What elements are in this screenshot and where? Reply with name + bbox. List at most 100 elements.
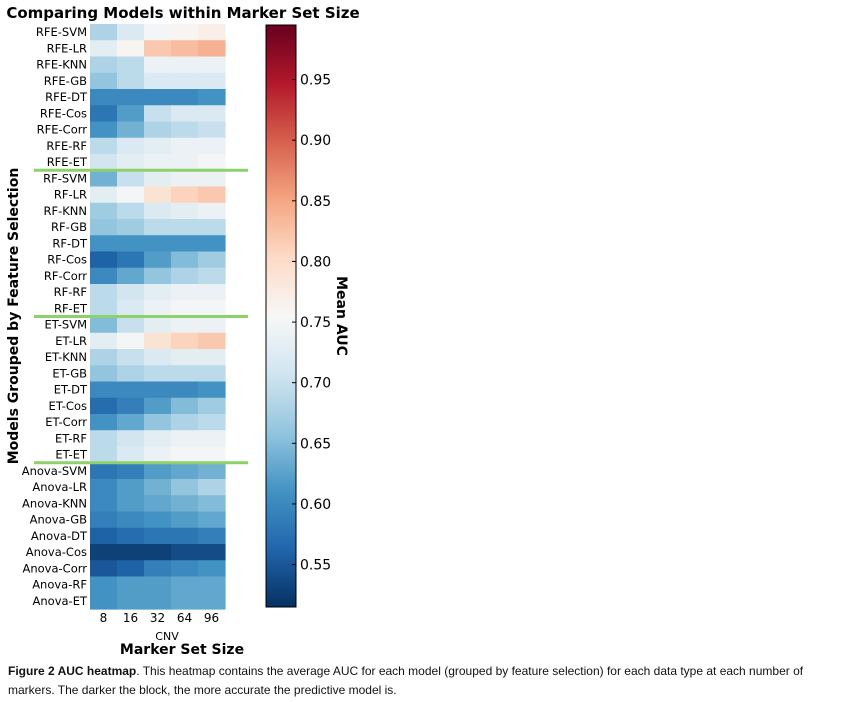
row-label: Anova-KNN [22,496,87,510]
row-label: RF-LR [54,188,87,202]
heatmap-cell [198,202,226,220]
heatmap-cell [90,56,118,74]
heatmap-cell [90,24,118,41]
heatmap-cell [144,267,172,285]
colorbar-tick-label: 0.55 [300,558,331,574]
heatmap-cell [144,56,172,74]
row-label: ET-KNN [45,350,87,364]
row-label: ET-DT [54,383,88,397]
heatmap-cell [144,495,172,513]
heatmap-cell [198,154,226,171]
heatmap-cell [90,202,118,220]
heatmap-cell [198,527,226,545]
heatmap-cell [90,154,118,171]
row-label: RF-GB [51,220,87,234]
heatmap-cell [90,186,118,204]
heatmap-cell [198,576,226,594]
row-label: Anova-LR [32,480,87,494]
row-label: Anova-RF [32,578,87,592]
heatmap-cell [198,544,226,561]
heatmap-cell [198,592,226,610]
heatmap-cell [144,300,172,318]
heatmap-cell [171,105,199,123]
heatmap-cell [144,332,172,350]
heatmap-cell [90,332,118,350]
x-axis-label: Marker Set Size [120,642,244,655]
heatmap-cell [117,349,145,366]
row-label: RFE-KNN [36,58,87,72]
heatmap-cell [144,446,172,464]
row-label: RF-DT [52,236,88,250]
heatmap-cell [90,170,118,188]
heatmap-cell [171,154,199,171]
heatmap-cell [90,89,118,106]
colorbar-tick-label: 0.75 [300,315,331,331]
heatmap-cell [144,397,172,415]
heatmap-cell [171,40,199,58]
heatmap-cell [117,72,145,90]
row-label: RF-Cos [47,253,87,267]
heatmap-cell [117,479,145,496]
row-label: RF-KNN [43,204,87,218]
heatmap-cell [144,479,172,496]
heatmap-cell [144,72,172,90]
y-axis-label: Models Grouped by Feature Selection [6,168,22,465]
row-label: Anova-SVM [22,464,87,478]
row-label: ET-LR [55,334,87,348]
heatmap-cell [171,511,199,529]
caption-label: Figure 2 AUC heatmap [8,664,137,678]
x-tick-label: 32 [150,611,165,625]
row-label: Anova-GB [30,513,88,527]
x-tick-label: 8 [100,611,108,625]
heatmap-cell [171,235,199,253]
heatmap-cell [144,592,172,610]
heatmap-cell [171,495,199,513]
heatmap-cell [171,349,199,366]
heatmap-cell [198,267,226,285]
row-label: Anova-ET [33,594,88,608]
heatmap-cell [171,430,199,448]
heatmap-cell [117,284,145,301]
heatmap-cell [144,251,172,269]
heatmap-cells [90,24,226,610]
heatmap-cell [144,235,172,253]
row-label: RF-SVM [43,171,87,185]
colorbar-label: Mean AUC [333,276,349,356]
heatmap-cell [171,479,199,496]
heatmap-cell [144,560,172,578]
heatmap-cell [117,267,145,285]
heatmap-cell [117,397,145,415]
heatmap-cell [171,462,199,480]
heatmap-cell [171,365,199,383]
heatmap-cell [171,576,199,594]
row-label: ET-GB [52,366,87,380]
heatmap-cell [144,430,172,448]
heatmap-cell [198,462,226,480]
heatmap-cell [90,560,118,578]
heatmap-cell [198,560,226,578]
heatmap-cell [117,89,145,106]
row-label: RF-Corr [44,269,87,283]
heatmap-cell [90,527,118,545]
heatmap-cell [198,430,226,448]
heatmap-cell [198,316,226,334]
heatmap-cell [171,24,199,41]
heatmap-cell [90,267,118,285]
heatmap-cell [171,414,199,431]
heatmap-cell [117,219,145,236]
heatmap-cell [144,121,172,139]
heatmap-cell [144,219,172,236]
heatmap-cell [198,170,226,188]
heatmap-cell [117,186,145,204]
heatmap-cell [171,121,199,139]
heatmap-cell [198,511,226,529]
chart-title: Comparing Models within Marker Set Size [6,4,359,22]
heatmap-cell [117,414,145,431]
heatmap-cell [144,511,172,529]
heatmap-cell [90,72,118,90]
heatmap-cell [90,121,118,139]
heatmap-cell [144,170,172,188]
heatmap-cell [171,56,199,74]
heatmap-cell [144,527,172,545]
row-label: RF-RF [54,285,87,299]
